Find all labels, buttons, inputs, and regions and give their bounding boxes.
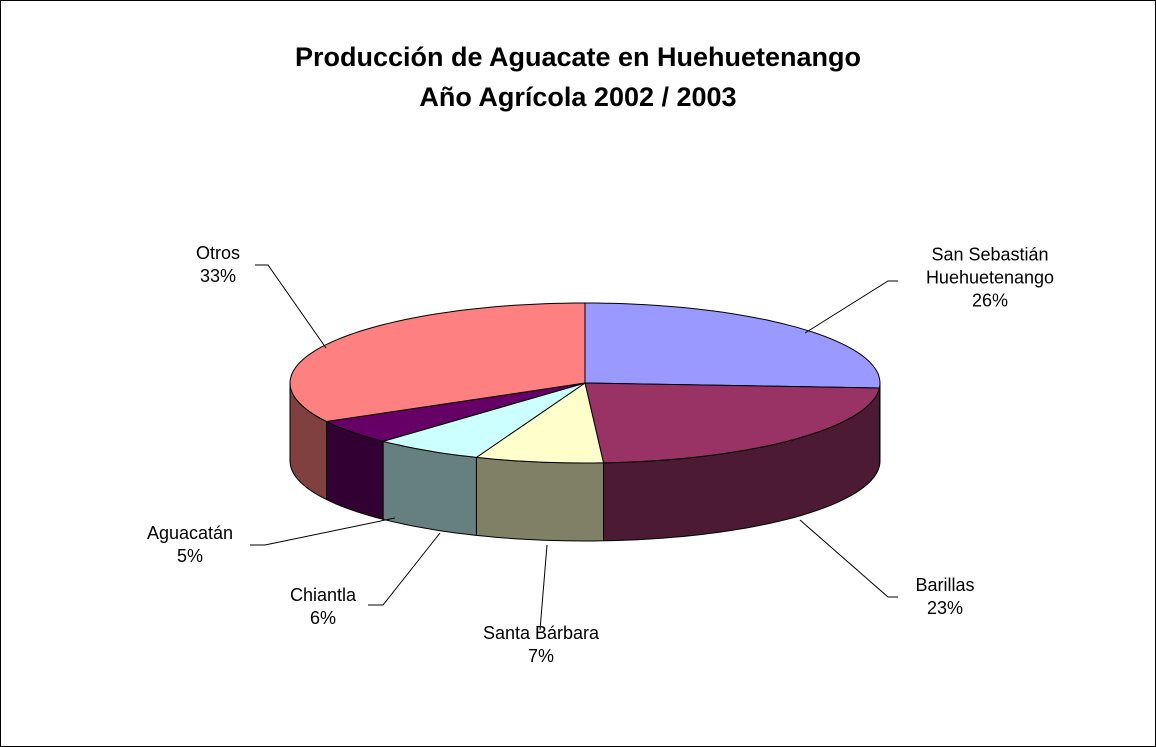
slice-name: San Sebastián Huehuetenango [925, 244, 1055, 288]
chart-subtitle: Año Agrícola 2002 / 2003 [419, 82, 737, 112]
slice-name: Barillas [915, 575, 975, 595]
leader-line [539, 544, 548, 631]
leader-line [368, 532, 441, 606]
slice-label: San Sebastián Huehuetenango 26% [895, 244, 1085, 313]
slice-name: Aguacatán [146, 523, 234, 543]
slice [584, 302, 881, 389]
slice-label: Otros 33% [168, 242, 268, 288]
slice-label: Santa Bárbara 7% [441, 622, 641, 668]
slice-value: 33% [199, 266, 237, 286]
slice [324, 382, 586, 442]
slice-name: Santa Bárbara [482, 623, 600, 643]
slice-side [475, 456, 604, 542]
slice-label: Aguacatán 5% [120, 522, 260, 568]
slice [289, 302, 586, 423]
slice-name: Otros [195, 243, 240, 263]
slice-value: 5% [176, 546, 203, 566]
slice [381, 382, 586, 458]
slice-name: Chiantla [289, 585, 357, 605]
leader-line [255, 264, 327, 349]
leader-line [250, 517, 396, 546]
slice-label: Chiantla 6% [263, 584, 383, 630]
slice-value: 26% [971, 290, 1009, 311]
slice-value: 23% [926, 598, 964, 618]
leader-line [804, 280, 898, 334]
chart-title: Producción de Aguacate en Huehuetenango [294, 42, 862, 72]
slice [474, 382, 605, 464]
slice-value: 7% [527, 646, 554, 666]
slice-label: Barillas 23% [885, 574, 1005, 620]
slice-value: 6% [309, 608, 336, 628]
leader-line [799, 519, 898, 598]
slice [584, 382, 881, 464]
